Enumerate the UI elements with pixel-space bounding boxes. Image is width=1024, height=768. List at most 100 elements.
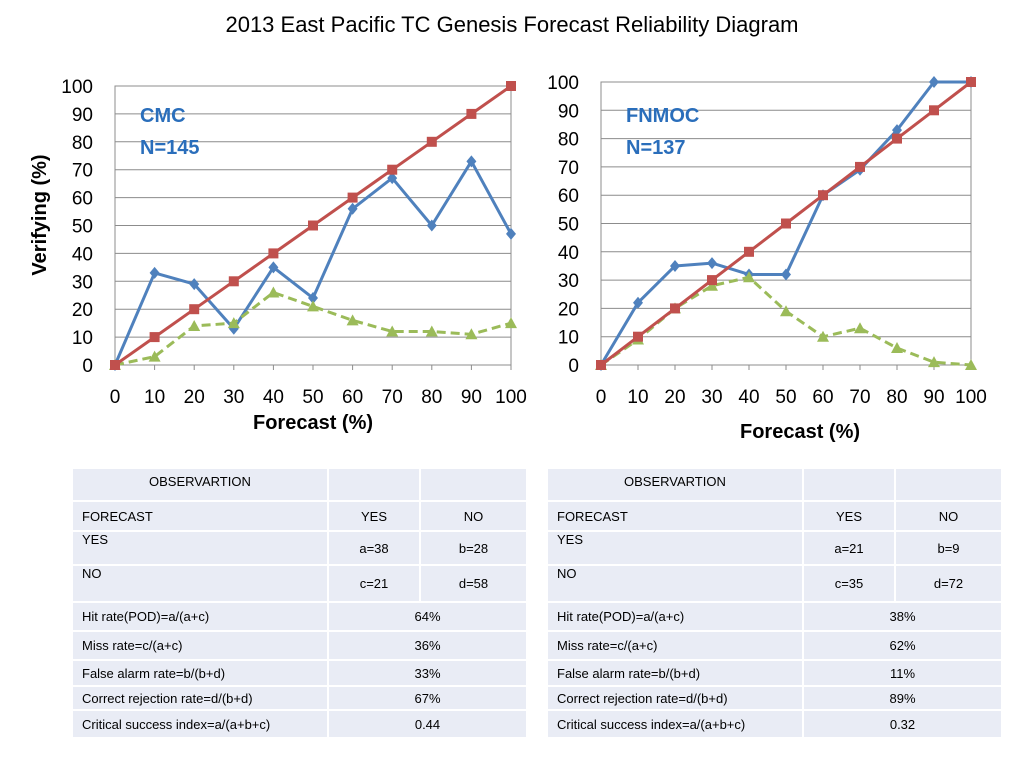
data-point-verifying xyxy=(149,266,160,279)
stat-label: Hit rate(POD)=a/(a+c) xyxy=(546,601,804,632)
stat-value: 67% xyxy=(327,685,528,711)
yes-header: YES xyxy=(802,500,896,532)
y-tick-label: 60 xyxy=(558,186,579,207)
data-point-frequency xyxy=(267,286,280,298)
y-tick-label: 30 xyxy=(558,271,579,292)
x-tick-label: 100 xyxy=(955,387,987,408)
data-point-perfect xyxy=(228,276,239,287)
forecast-header: FORECAST xyxy=(71,500,329,532)
data-point-verifying xyxy=(506,227,516,240)
data-point-perfect xyxy=(506,81,516,91)
forecast-header: FORECAST xyxy=(546,500,804,532)
data-point-frequency xyxy=(743,271,755,283)
data-point-verifying xyxy=(929,76,939,88)
y-tick-label: 70 xyxy=(72,161,93,182)
chart-annotation: N=145 xyxy=(140,137,200,159)
stat-value: 64% xyxy=(327,601,528,632)
cell-b: b=9 xyxy=(894,530,1003,566)
stat-label: Correct rejection rate=d/(b+d) xyxy=(546,685,804,711)
no-header: NO xyxy=(419,500,528,532)
data-point-verifying xyxy=(347,202,358,215)
x-tick-label: 100 xyxy=(495,387,527,408)
y-tick-label: 70 xyxy=(558,158,579,179)
data-point-frequency xyxy=(965,359,977,370)
data-point-perfect xyxy=(670,303,680,314)
data-point-frequency xyxy=(928,356,940,368)
stat-value: 62% xyxy=(802,630,1003,661)
data-point-frequency xyxy=(307,300,319,312)
data-point-frequency xyxy=(227,317,240,329)
y-tick-label: 100 xyxy=(61,77,93,98)
data-point-perfect xyxy=(149,332,160,343)
data-point-perfect xyxy=(966,77,976,87)
x-axis-title: Forecast (%) xyxy=(740,421,860,443)
cell-d: d=58 xyxy=(419,564,528,603)
y-tick-label: 50 xyxy=(72,217,93,238)
page-title: 2013 East Pacific TC Genesis Forecast Re… xyxy=(225,12,799,37)
row-no-label: NO xyxy=(71,564,329,603)
stat-value: 36% xyxy=(327,630,528,661)
data-point-frequency xyxy=(425,325,438,337)
data-point-perfect xyxy=(892,133,902,144)
cmc-contingency-table: OBSERVARTION FORECAST YES NO YES a=38 b=… xyxy=(71,467,528,739)
y-axis-title: Verifying (%) xyxy=(29,154,51,275)
x-tick-label: 10 xyxy=(144,387,165,408)
cell-a: a=38 xyxy=(327,530,421,566)
x-tick-label: 20 xyxy=(184,387,205,408)
stat-label: False alarm rate=b/(b+d) xyxy=(546,659,804,687)
data-point-perfect xyxy=(308,220,318,231)
chart-annotation: N=137 xyxy=(626,137,686,159)
data-point-frequency xyxy=(817,330,829,342)
data-point-perfect xyxy=(633,331,643,342)
y-tick-label: 50 xyxy=(558,215,579,236)
cell-d: d=72 xyxy=(894,564,1003,603)
y-tick-label: 90 xyxy=(72,105,93,126)
cell-c: c=21 xyxy=(327,564,421,603)
x-tick-label: 50 xyxy=(302,387,323,408)
x-tick-label: 0 xyxy=(110,387,121,408)
x-tick-label: 30 xyxy=(701,387,722,408)
data-point-frequency xyxy=(505,317,517,329)
x-tick-label: 20 xyxy=(664,387,685,408)
cell-b: b=28 xyxy=(419,530,528,566)
stat-label: Hit rate(POD)=a/(a+c) xyxy=(71,601,329,632)
data-point-verifying xyxy=(781,268,791,281)
data-point-verifying xyxy=(633,296,643,309)
data-point-verifying xyxy=(670,259,680,272)
yes-header: YES xyxy=(327,500,421,532)
y-tick-label: 10 xyxy=(72,328,93,349)
data-point-perfect xyxy=(110,360,120,370)
stat-value: 11% xyxy=(802,659,1003,687)
stat-label: False alarm rate=b/(b+d) xyxy=(71,659,329,687)
data-point-frequency xyxy=(346,314,359,326)
x-tick-label: 60 xyxy=(812,387,833,408)
y-tick-label: 90 xyxy=(558,101,579,122)
x-tick-label: 70 xyxy=(849,387,870,408)
y-tick-label: 60 xyxy=(72,189,93,210)
cell-c: c=35 xyxy=(802,564,896,603)
x-tick-label: 90 xyxy=(461,387,482,408)
y-tick-label: 40 xyxy=(558,243,579,264)
y-tick-label: 100 xyxy=(547,73,579,94)
y-tick-label: 40 xyxy=(72,244,93,265)
data-point-perfect xyxy=(268,248,279,259)
x-tick-label: 40 xyxy=(263,387,284,408)
data-point-perfect xyxy=(744,246,754,257)
x-tick-label: 80 xyxy=(886,387,907,408)
data-point-frequency xyxy=(188,319,201,331)
x-tick-label: 60 xyxy=(342,387,363,408)
x-tick-label: 10 xyxy=(627,387,648,408)
y-tick-label: 0 xyxy=(568,356,579,377)
stat-value: 38% xyxy=(802,601,1003,632)
data-point-perfect xyxy=(426,136,437,147)
observation-header: OBSERVARTION xyxy=(71,467,329,502)
x-tick-label: 50 xyxy=(775,387,796,408)
row-yes-label: YES xyxy=(546,530,804,566)
data-point-frequency xyxy=(465,328,478,340)
data-point-perfect xyxy=(855,161,865,172)
stat-value: 33% xyxy=(327,659,528,687)
y-tick-label: 20 xyxy=(72,300,93,321)
data-point-frequency xyxy=(854,322,866,334)
